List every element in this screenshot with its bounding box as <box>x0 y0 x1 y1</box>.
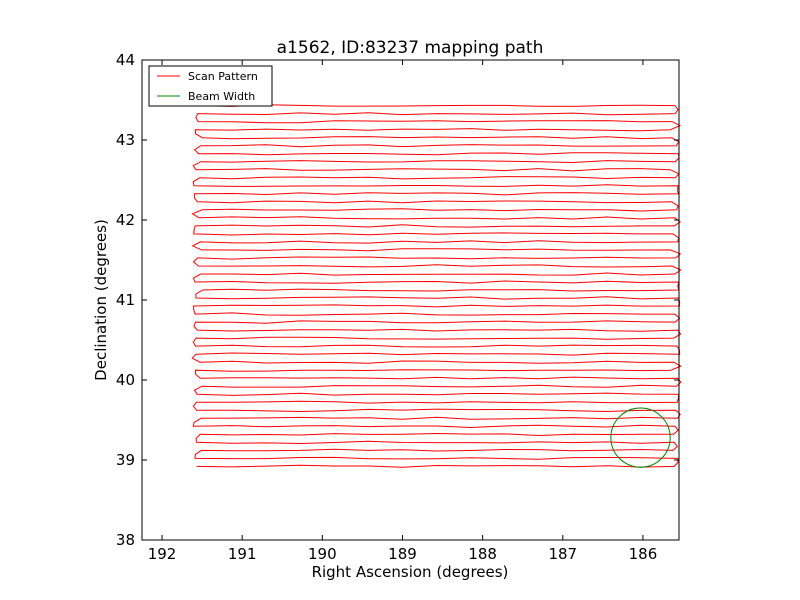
y-tick-label: 44 <box>116 51 135 69</box>
x-tick-label: 190 <box>308 545 337 563</box>
scan-pattern-series <box>191 101 682 468</box>
y-tick-label: 40 <box>116 371 135 389</box>
x-tick-label: 186 <box>629 545 658 563</box>
y-tick-label: 42 <box>116 211 135 229</box>
x-tick-label: 192 <box>148 545 177 563</box>
x-tick-label: 187 <box>548 545 577 563</box>
x-tick-label: 189 <box>388 545 417 563</box>
x-axis-label: Right Ascension (degrees) <box>312 563 509 581</box>
y-tick-label: 41 <box>116 291 135 309</box>
x-tick-label: 191 <box>228 545 257 563</box>
legend: Scan Pattern Beam Width <box>148 65 273 107</box>
legend-box <box>148 65 273 107</box>
beam-width-circle <box>610 407 671 468</box>
y-axis-ticks: 38 39 40 41 42 43 44 <box>116 51 679 549</box>
scan-pattern-line <box>191 101 682 468</box>
legend-label-beam-width: Beam Width <box>188 90 255 103</box>
y-tick-label: 43 <box>116 131 135 149</box>
chart-title: a1562, ID:83237 mapping path <box>277 38 544 58</box>
beam-width-series <box>610 407 671 468</box>
plot-background <box>142 60 679 540</box>
y-tick-label: 39 <box>116 451 135 469</box>
legend-label-scan-pattern: Scan Pattern <box>188 70 258 83</box>
x-tick-label: 188 <box>468 545 497 563</box>
y-axis-label: Declination (degrees) <box>92 219 110 381</box>
y-tick-label: 38 <box>116 531 135 549</box>
x-axis-ticks: 192 191 190 189 188 187 186 <box>148 60 658 563</box>
